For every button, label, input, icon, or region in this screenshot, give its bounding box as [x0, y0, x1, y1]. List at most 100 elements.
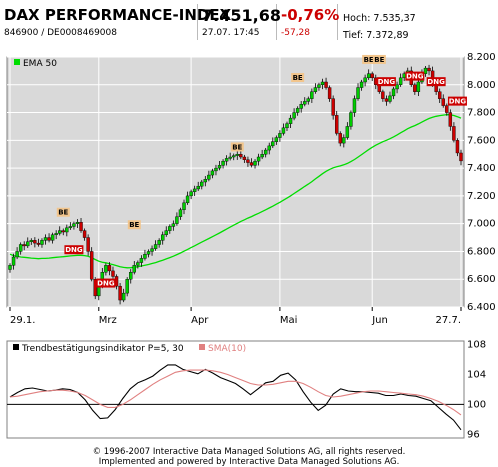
y-tick-label: 7.200: [467, 191, 496, 202]
candle: [288, 117, 293, 124]
candle: [200, 181, 204, 187]
instrument-cell: DAX PERFORMANCE-INDEX 846900 / DE0008469…: [0, 4, 231, 40]
change-percent: -0,76%: [281, 6, 340, 24]
candle: [317, 84, 321, 88]
x-tick-label: Mai: [280, 315, 298, 326]
x-tick-label: 27.7.: [436, 315, 461, 326]
x-tick-label: 29.1.: [10, 315, 35, 326]
candle: [246, 159, 250, 163]
sma10-legend-swatch: [199, 344, 205, 350]
candle: [93, 279, 97, 297]
candle: [256, 156, 261, 162]
signal-dng-label: DNG: [378, 78, 396, 86]
candle: [324, 81, 328, 88]
candle: [381, 91, 385, 99]
candle: [29, 240, 34, 242]
candle: [75, 222, 80, 224]
candle: [97, 285, 101, 297]
candle: [157, 240, 161, 245]
candle: [395, 84, 399, 90]
candle: [132, 265, 136, 273]
candle: [189, 191, 193, 197]
y-tick-label: 7.400: [467, 163, 496, 174]
candle: [18, 244, 23, 252]
candle: [356, 87, 360, 99]
candle: [210, 170, 215, 176]
y-tick-label: 7.000: [467, 219, 496, 230]
candle: [342, 137, 346, 144]
y-tick-label: 7.600: [467, 135, 496, 146]
candle: [58, 230, 62, 234]
candle: [267, 145, 271, 151]
signal-dng-marker: [96, 278, 116, 288]
candle: [192, 188, 197, 192]
candle: [303, 101, 307, 105]
signal-be-marker: [372, 54, 386, 64]
indicator-y-tick-label: 104: [467, 370, 486, 381]
candle: [228, 156, 232, 159]
copyright-line: © 1996-2007 Interactive Data Managed Sol…: [92, 447, 406, 457]
candle: [36, 242, 41, 245]
y-tick-label: 7.800: [467, 108, 496, 119]
candle: [203, 179, 208, 183]
y-tick-label: 8.000: [467, 80, 496, 91]
trend-indicator-legend-label: Trendbestätigungsindikator P=5, 30: [21, 344, 184, 354]
candle: [413, 84, 417, 92]
x-tick-label: Mrz: [99, 315, 117, 326]
candle: [114, 276, 119, 287]
signal-dng-marker: [376, 77, 396, 87]
candle: [239, 154, 243, 158]
candle: [363, 77, 367, 83]
candle: [331, 98, 335, 116]
candle: [232, 155, 236, 158]
candle: [455, 140, 460, 154]
candle: [146, 251, 151, 255]
candle: [40, 240, 44, 245]
candle: [47, 237, 51, 241]
signal-be-marker: [56, 207, 70, 217]
signal-be-label: BE: [232, 143, 242, 151]
candle: [242, 156, 247, 160]
signal-dng-label: DNG: [449, 98, 467, 106]
candle: [366, 73, 371, 79]
candle: [182, 202, 186, 210]
candle: [185, 195, 190, 204]
candle: [111, 270, 115, 277]
candle: [22, 244, 26, 247]
signal-be-marker: [230, 142, 244, 152]
change-absolute: -57,28: [281, 28, 311, 38]
candle: [320, 81, 325, 85]
signal-dng-marker: [426, 77, 446, 87]
candle: [299, 104, 303, 109]
ema50-legend-label: EMA 50: [23, 59, 57, 69]
candle: [452, 126, 456, 141]
change-cell: -0,76% -57,28: [277, 4, 340, 40]
candle: [445, 105, 449, 113]
candle: [178, 209, 183, 217]
signal-be-label: BE: [374, 56, 384, 64]
signal-dng-marker: [447, 96, 467, 106]
candle: [171, 223, 176, 227]
candle: [359, 81, 364, 88]
candle: [352, 98, 357, 113]
signal-be-marker: [291, 73, 305, 82]
candle: [253, 160, 257, 166]
candle: [104, 265, 108, 273]
candle: [448, 112, 453, 127]
candle: [391, 88, 396, 97]
candle: [11, 256, 16, 266]
sma10-line: [9, 369, 462, 416]
candle: [427, 67, 431, 72]
signal-dng-label: DNG: [65, 246, 83, 254]
signal-be-label: BE: [129, 221, 139, 229]
price-cell: 7.451,68 27.07. 17:45: [198, 4, 281, 40]
day-low: Tief: 7.372,89: [343, 30, 409, 41]
candle: [164, 230, 168, 235]
signal-dng-marker: [64, 245, 84, 255]
candle: [61, 230, 65, 233]
candle: [278, 133, 282, 138]
candle: [136, 262, 140, 266]
candle: [338, 133, 342, 144]
candle: [33, 240, 37, 244]
candle: [335, 115, 339, 134]
